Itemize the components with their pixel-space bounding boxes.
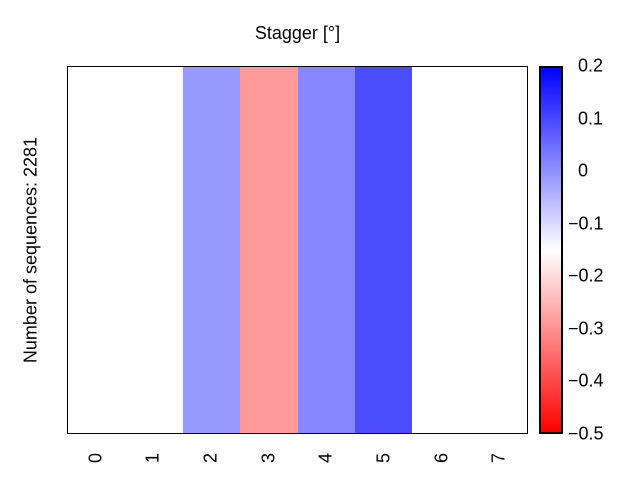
plot-area [67, 66, 528, 434]
heatmap-cell [182, 67, 241, 433]
y-axis-label: Number of sequences: 2281 [20, 136, 41, 364]
x-tick-label: 1 [142, 452, 163, 464]
colorbar-tick-label: −0.3 [568, 318, 604, 339]
colorbar-tick-label: 0.2 [578, 55, 604, 76]
heatmap-cell [469, 67, 527, 433]
heatmap-cell [68, 67, 126, 433]
colorbar-gradient [539, 66, 563, 434]
colorbar-tick-label: −0.1 [568, 213, 604, 234]
heatmap-cell [412, 67, 470, 433]
x-tick-label: 5 [373, 452, 394, 464]
colorbar-tick-label: −0.4 [568, 370, 604, 391]
heatmap-cell [240, 67, 298, 433]
x-tick-label: 0 [85, 452, 106, 464]
colorbar-tick-label: −0.2 [568, 265, 604, 286]
heatmap-cell [297, 67, 355, 433]
x-tick-label: 7 [488, 452, 509, 464]
x-tick-label: 4 [315, 452, 336, 464]
colorbar-tick-label: 0.1 [578, 108, 604, 129]
heatmap-cell [354, 67, 413, 433]
colorbar-tick-label: 0 [578, 160, 589, 181]
x-tick-label: 6 [431, 452, 452, 464]
x-tick-label: 2 [200, 452, 221, 464]
heatmap-cell [125, 67, 183, 433]
heatmap-row [68, 67, 527, 433]
colorbar-tick-label: −0.5 [568, 423, 604, 444]
chart-title: Stagger [°] [254, 23, 341, 43]
x-tick-label: 3 [258, 452, 279, 464]
